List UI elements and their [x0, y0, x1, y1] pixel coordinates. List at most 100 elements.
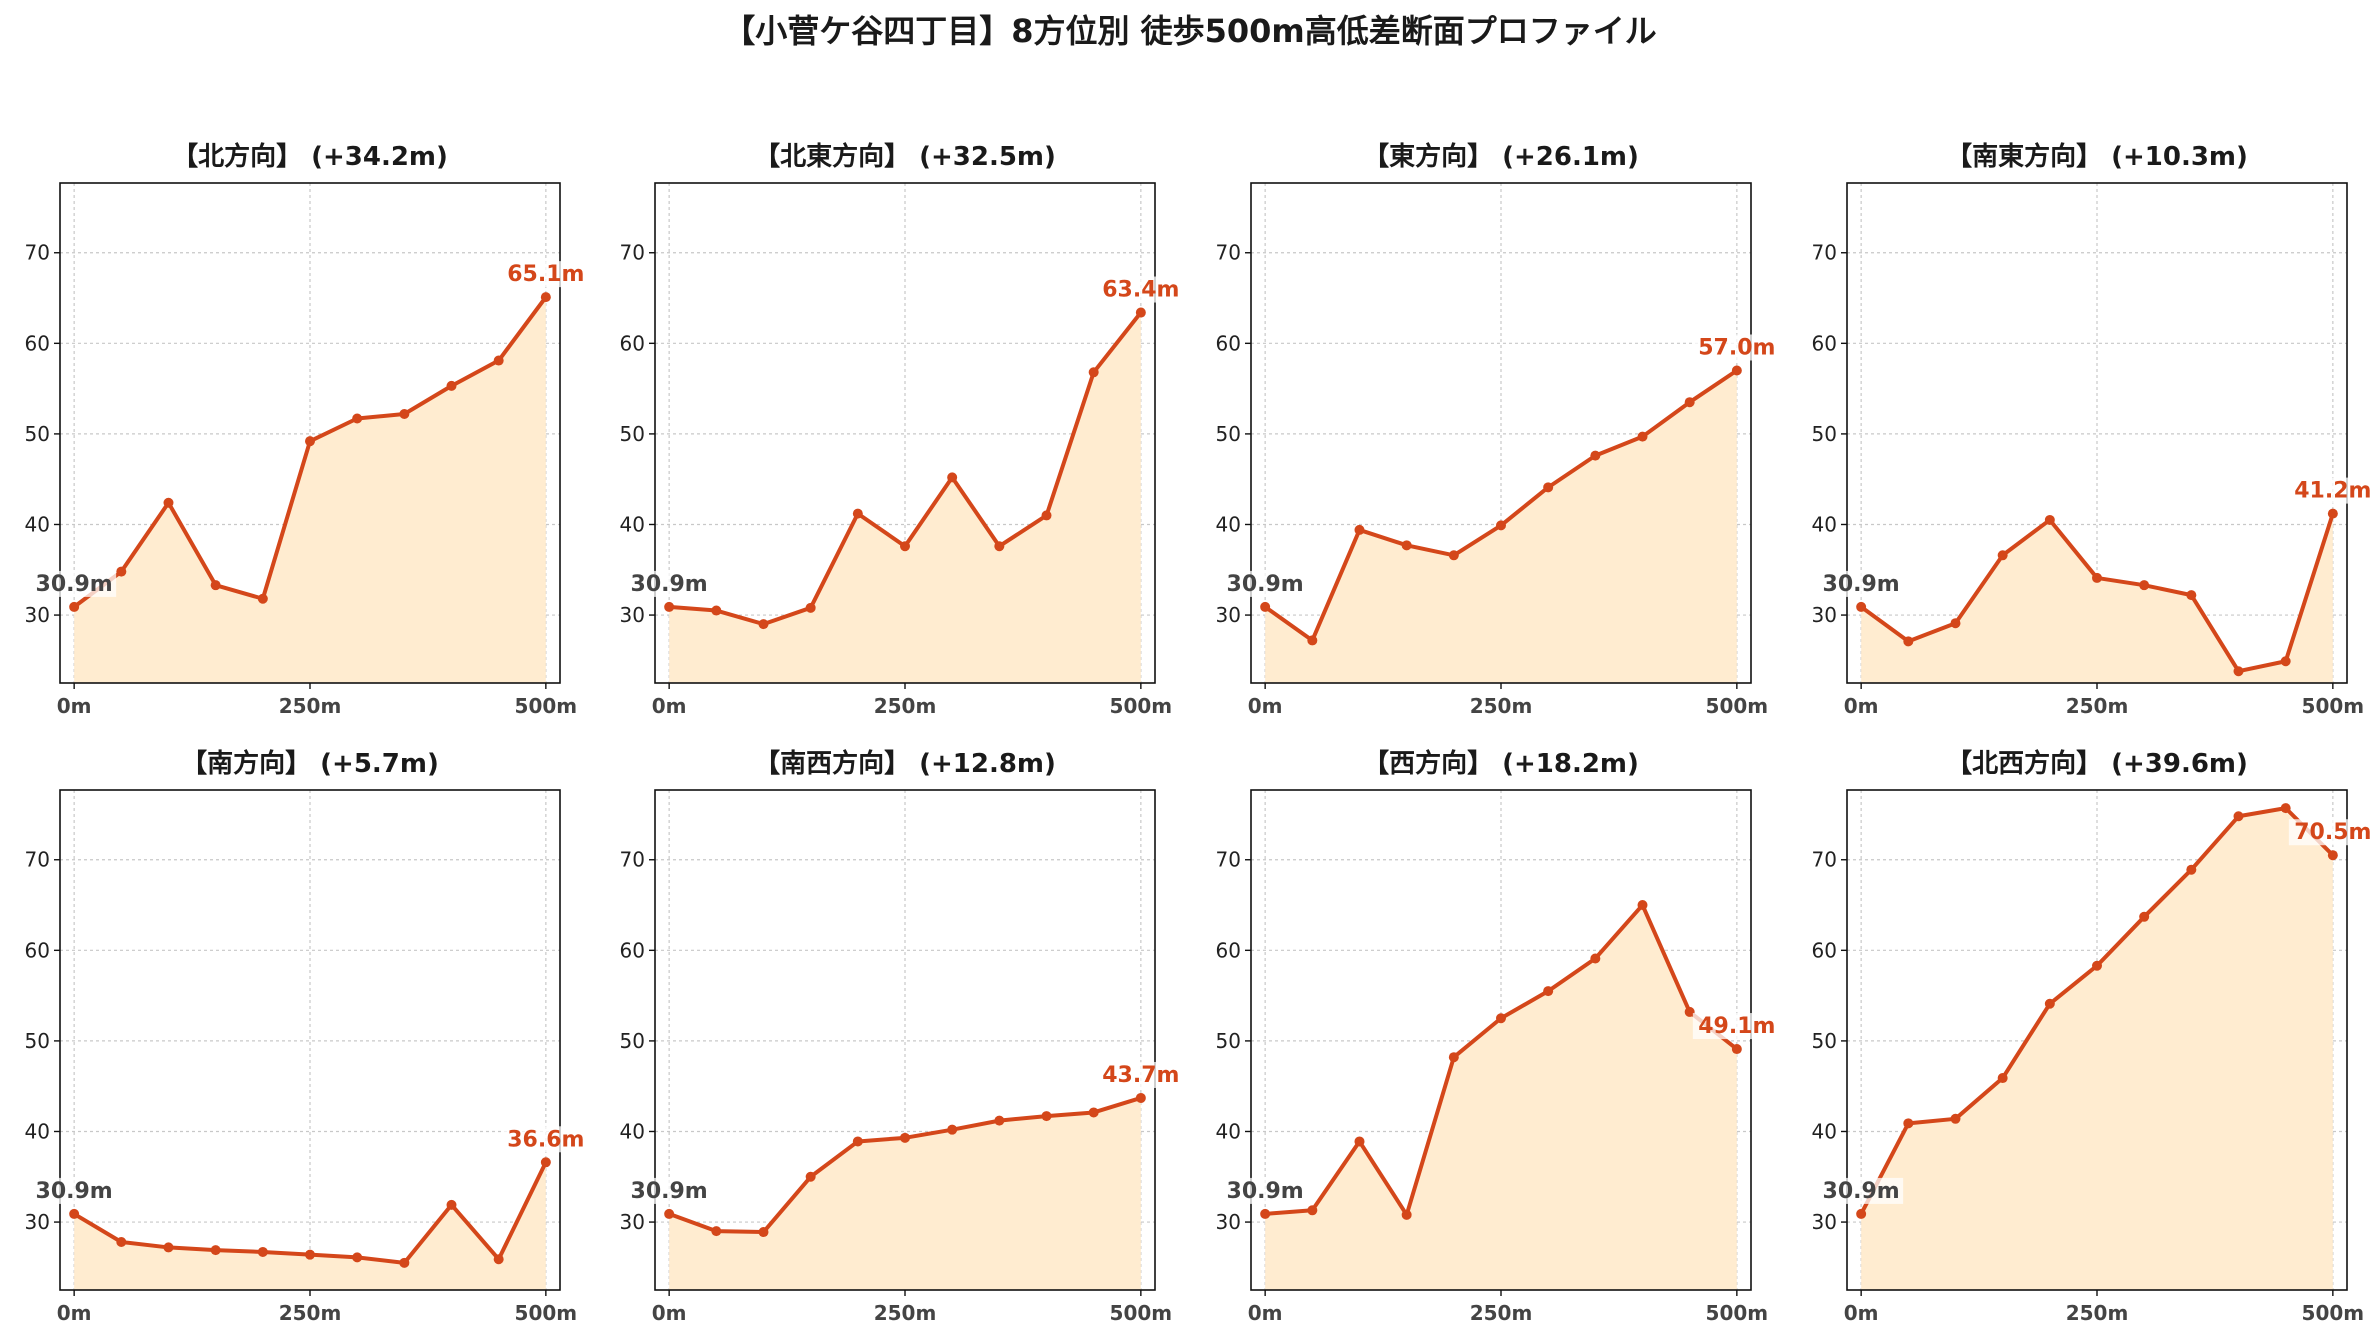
area-fill: [1861, 513, 2333, 683]
data-point: [1903, 636, 1914, 647]
data-point: [163, 497, 174, 508]
y-tick-label: 70: [1216, 241, 1241, 265]
data-point: [852, 508, 863, 519]
data-point: [711, 605, 722, 616]
data-point: [1260, 1208, 1271, 1219]
panel-5: 【南西方向】 (+12.8m) 30 40 50 60 70 0m 250m 500m 30.9m…: [620, 748, 1185, 1325]
data-point: [116, 1236, 127, 1247]
data-point: [2327, 508, 2338, 519]
panel-title: 【西方向】 (+18.2m): [1363, 748, 1639, 779]
data-point: [352, 413, 363, 424]
y-tick-label: 60: [620, 938, 645, 962]
end-label-bg: [1096, 1061, 1185, 1088]
y-tick-label: 70: [25, 241, 50, 265]
y-tick-label: 30: [620, 603, 645, 627]
end-label: 36.6m: [507, 1127, 584, 1152]
data-point: [2044, 514, 2055, 525]
x-tick-label: 500m: [2302, 1301, 2365, 1325]
x-tick-label: 500m: [515, 694, 578, 718]
end-label-bg: [1096, 276, 1185, 303]
end-label: 41.2m: [2294, 479, 2371, 504]
data-point: [1684, 1006, 1695, 1017]
data-point: [1135, 1092, 1146, 1103]
start-label: 30.9m: [631, 1179, 708, 1204]
panel-title: 【北西方向】 (+39.6m): [1946, 748, 2248, 779]
start-label-bg: [32, 1177, 117, 1204]
data-point: [1856, 1208, 1867, 1219]
data-point: [257, 1246, 268, 1257]
y-tick-label: 70: [620, 241, 645, 265]
data-point: [1260, 601, 1271, 612]
data-point: [2186, 590, 2197, 601]
data-point: [1496, 1013, 1506, 1024]
start-label: 30.9m: [1227, 1179, 1304, 1204]
data-point: [758, 1227, 769, 1238]
x-tick-label: 500m: [1706, 694, 1769, 718]
data-point: [2327, 850, 2338, 861]
data-point: [540, 1157, 551, 1168]
data-point: [852, 1136, 863, 1147]
x-tick-label: 500m: [1706, 1301, 1769, 1325]
y-tick-label: 50: [620, 422, 645, 446]
data-point: [1543, 482, 1554, 493]
y-tick-label: 30: [1812, 603, 1837, 627]
y-tick-label: 50: [1812, 422, 1837, 446]
data-point: [1448, 550, 1459, 561]
y-tick-label: 50: [25, 1029, 50, 1053]
y-tick-label: 60: [1812, 331, 1837, 355]
data-point: [1401, 1209, 1412, 1220]
x-tick-label: 250m: [874, 694, 937, 718]
panel-3: 【南東方向】 (+10.3m) 30 40 50 60 70 0m 250m 500m 30.9m…: [1812, 141, 2377, 718]
data-point: [1135, 307, 1146, 318]
data-point: [1950, 618, 1961, 629]
panel-title: 【南方向】 (+5.7m): [181, 748, 439, 779]
data-point: [1637, 431, 1648, 442]
y-tick-label: 70: [1812, 241, 1837, 265]
area-fill: [669, 1097, 1141, 1290]
panel-title: 【南東方向】 (+10.3m): [1946, 141, 2248, 172]
data-point: [2186, 864, 2197, 875]
x-tick-label: 500m: [2302, 694, 2365, 718]
data-point: [1088, 367, 1099, 378]
y-tick-label: 50: [1216, 1029, 1241, 1053]
y-tick-label: 30: [1216, 603, 1241, 627]
data-point: [900, 1132, 910, 1143]
end-label-bg: [1692, 1013, 1781, 1040]
x-tick-label: 500m: [1110, 1301, 1173, 1325]
panel-grid: 【北方向】 (+34.2m) 30 40 50 60 70 0m 250m 500m 30.9m 6…: [25, 141, 2377, 1325]
end-label-bg: [501, 1126, 590, 1153]
end-label: 63.4m: [1102, 278, 1179, 303]
y-tick-label: 50: [620, 1029, 645, 1053]
data-point: [1856, 601, 1867, 612]
panel-title: 【北方向】 (+34.2m): [172, 141, 448, 172]
start-label-bg: [1223, 1177, 1308, 1204]
data-point: [2092, 960, 2102, 971]
data-point: [2044, 998, 2055, 1009]
data-point: [446, 380, 457, 391]
data-point: [446, 1199, 457, 1210]
data-point: [1731, 1044, 1742, 1055]
start-label: 30.9m: [1823, 1179, 1900, 1204]
data-point: [69, 601, 80, 612]
data-point: [352, 1252, 363, 1263]
data-point: [805, 602, 816, 613]
y-tick-label: 40: [620, 1119, 645, 1143]
y-tick-label: 30: [1216, 1210, 1241, 1234]
data-point: [2280, 656, 2291, 667]
x-tick-label: 250m: [874, 1301, 937, 1325]
x-tick-label: 0m: [57, 1301, 92, 1325]
data-point: [399, 1257, 410, 1268]
data-point: [664, 1208, 675, 1219]
data-point: [1041, 510, 1052, 521]
y-tick-label: 40: [620, 512, 645, 536]
x-tick-label: 250m: [279, 694, 342, 718]
data-point: [1041, 1111, 1052, 1122]
y-tick-label: 50: [1812, 1029, 1837, 1053]
data-point: [664, 601, 675, 612]
x-tick-label: 500m: [1110, 694, 1173, 718]
data-point: [399, 408, 410, 419]
data-point: [758, 619, 769, 630]
y-tick-label: 70: [620, 848, 645, 872]
data-point: [69, 1208, 80, 1219]
end-label-bg: [2288, 819, 2377, 846]
